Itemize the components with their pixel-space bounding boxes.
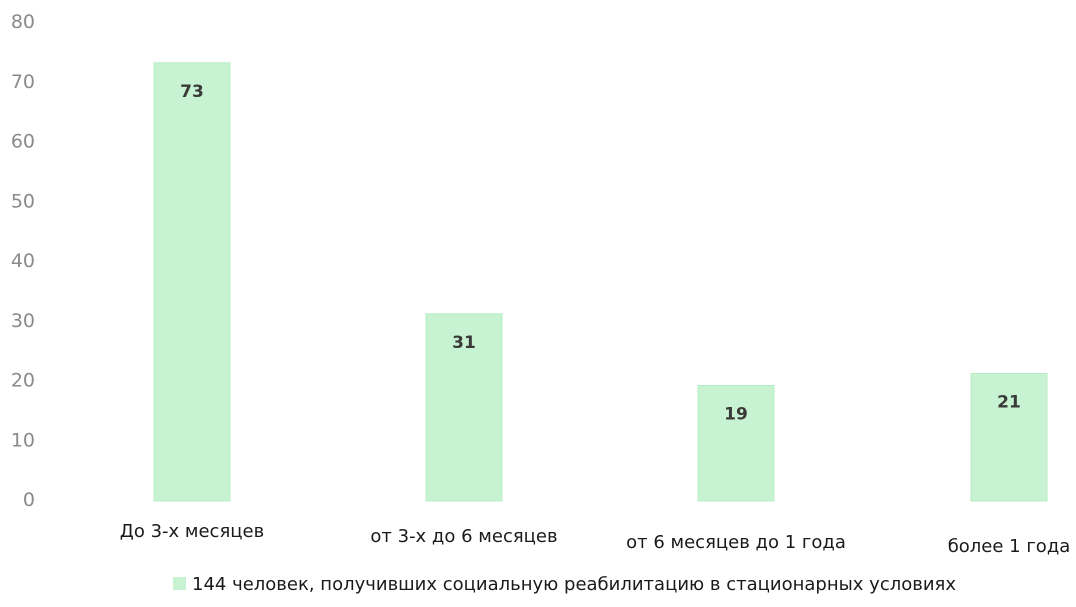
- category-label: от 3-х до 6 месяцев: [370, 526, 557, 547]
- bar: [425, 313, 503, 502]
- category-label: До 3-х месяцев: [120, 521, 264, 542]
- bar: [697, 384, 775, 502]
- y-tick-label: 40: [11, 250, 35, 272]
- legend: 144 человек, получивших социальную реаби…: [173, 574, 956, 595]
- bar-value-label: 19: [724, 404, 748, 424]
- data-labels: 73 31 19 21: [180, 82, 1021, 425]
- y-tick-label: 30: [11, 310, 35, 332]
- category-label: от 6 месяцев до 1 года: [626, 532, 846, 553]
- bar-value-label: 73: [180, 82, 204, 102]
- bar: [153, 62, 231, 502]
- y-tick-label: 50: [11, 190, 35, 212]
- y-axis-ticks: 0 10 20 30 40 50 60 70 80: [11, 11, 35, 511]
- y-tick-label: 60: [11, 131, 35, 153]
- legend-label: 144 человек, получивших социальную реаби…: [192, 574, 956, 595]
- y-tick-label: 80: [11, 11, 35, 33]
- category-label: более 1 года: [948, 536, 1071, 557]
- y-tick-label: 20: [11, 370, 35, 392]
- y-tick-label: 70: [11, 71, 35, 93]
- y-tick-label: 0: [23, 489, 35, 511]
- legend-swatch: [173, 577, 186, 590]
- bar-value-label: 21: [997, 393, 1021, 413]
- bars: [153, 62, 1048, 502]
- bar: [970, 373, 1048, 502]
- y-tick-label: 10: [11, 429, 35, 451]
- bar-value-label: 31: [452, 333, 476, 353]
- x-axis-categories: До 3-х месяцев от 3-х до 6 месяцев от 6 ме…: [120, 521, 1071, 557]
